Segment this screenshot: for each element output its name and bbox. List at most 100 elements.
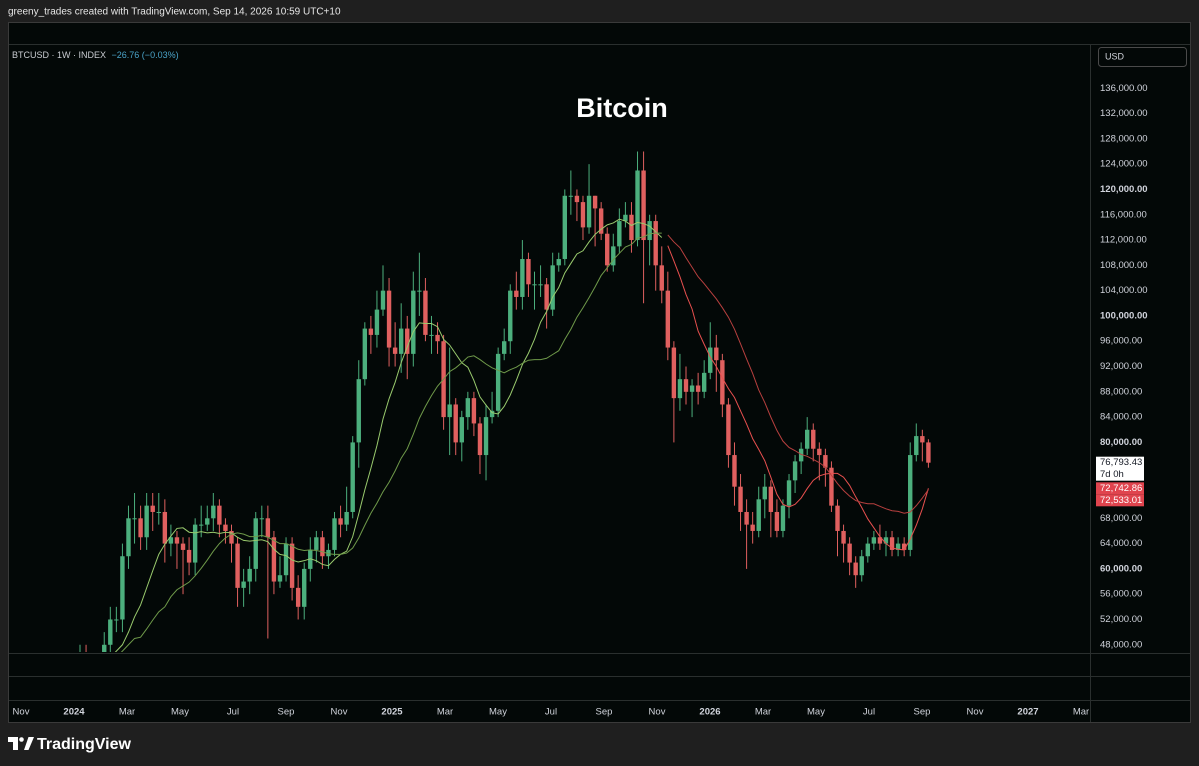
- y-tick-label: 136,000.00: [1100, 83, 1148, 94]
- currency-box[interactable]: [1098, 47, 1187, 67]
- candle-body: [459, 417, 464, 443]
- candle-body: [895, 543, 901, 550]
- candle-body: [708, 347, 713, 373]
- moving-average: [114, 218, 663, 652]
- candle-body: [598, 208, 604, 234]
- candle-body: [380, 290, 386, 310]
- candle-body: [435, 334, 440, 342]
- candle-body: [659, 265, 664, 291]
- candle-body: [817, 448, 822, 456]
- candle-body: [592, 195, 598, 209]
- axes: 136,000.00 132,000.00 128,000.00 124,000.00…: [13, 83, 1148, 718]
- candle-body: [865, 543, 870, 557]
- candle-body: [871, 537, 877, 544]
- y-tick-label: 128,000.00: [1100, 133, 1148, 144]
- candle-body: [520, 259, 525, 297]
- logo-dot: [19, 737, 24, 742]
- candle-body: [429, 334, 434, 336]
- x-tick-label: Mar: [119, 707, 135, 718]
- y-tick-label: 80,000.00: [1100, 437, 1142, 448]
- y-tick-label: 56,000.00: [1100, 589, 1142, 600]
- x-tick-label: Jul: [545, 707, 557, 718]
- y-tick-label: 108,000.00: [1100, 260, 1148, 271]
- candle-body: [108, 619, 113, 645]
- candle-body: [417, 290, 422, 292]
- candle-body: [471, 398, 477, 424]
- candle-body: [283, 543, 289, 576]
- candle-body: [180, 543, 186, 550]
- currency[interactable]: USD: [1105, 51, 1125, 61]
- candle-body: [398, 328, 404, 354]
- x-tick-label: 2026: [699, 707, 720, 718]
- candle-body: [265, 518, 271, 538]
- candle-body: [720, 360, 725, 405]
- ma-label: 72,742.86: [1100, 483, 1142, 494]
- candle-body: [677, 379, 683, 399]
- candle-body: [780, 505, 786, 531]
- candle-body: [320, 537, 325, 557]
- candle-body: [768, 486, 774, 512]
- x-tick-label: Nov: [13, 707, 30, 718]
- y-tick-label: 92,000.00: [1100, 361, 1142, 372]
- candle-body: [495, 353, 501, 411]
- candle-body: [114, 619, 119, 621]
- candle-body: [829, 467, 834, 506]
- candle-body: [695, 385, 701, 392]
- countdown: 7d 0h: [1100, 469, 1124, 480]
- candle-body: [205, 518, 210, 525]
- candle-body: [550, 265, 555, 310]
- candle-body: [338, 518, 343, 525]
- y-tick-label: 116,000.00: [1100, 209, 1147, 220]
- candle-body: [732, 455, 737, 487]
- y-tick-label: 52,000.00: [1100, 614, 1142, 625]
- candle-body: [326, 549, 331, 557]
- x-tick-label: Mar: [755, 707, 771, 718]
- candle-body: [574, 195, 580, 203]
- moving-average: [120, 232, 662, 652]
- candle-body: [883, 537, 889, 544]
- candle-body: [295, 587, 301, 607]
- symbol-legend: BTCUSD · 1W · INDEX −26.76 (−0.03%): [12, 50, 179, 60]
- price-change: −26.76 (−0.03%): [112, 50, 179, 60]
- x-tick-label: 2025: [381, 707, 403, 718]
- candle-body: [823, 455, 828, 468]
- candle-body: [289, 543, 295, 588]
- candle-body: [744, 511, 749, 525]
- candle-body: [853, 562, 858, 576]
- candle-body: [514, 290, 519, 297]
- chart-panel: [8, 22, 1191, 723]
- x-tick-label: Nov: [967, 707, 984, 718]
- candle-body: [344, 511, 349, 525]
- candle-body: [174, 537, 180, 544]
- candle-body: [211, 505, 216, 519]
- candle-body: [150, 505, 155, 512]
- y-tick-label: 132,000.00: [1100, 108, 1148, 119]
- candle-body: [786, 480, 792, 506]
- last-price: 76,793.43: [1100, 457, 1142, 468]
- brand: TradingView: [37, 736, 132, 753]
- candle-body: [580, 202, 586, 228]
- candle-body: [271, 537, 277, 582]
- y-tick-label: 48,000.00: [1100, 639, 1142, 650]
- x-tick-label: 2024: [63, 707, 85, 718]
- candle-body: [350, 442, 355, 512]
- candle-body: [302, 568, 307, 607]
- candle-body: [798, 448, 804, 462]
- x-tick-label: Jul: [863, 707, 875, 718]
- candle-body: [277, 575, 283, 582]
- candle-body: [914, 436, 919, 456]
- candle-body: [362, 328, 368, 380]
- y-tick-label: 124,000.00: [1100, 159, 1148, 170]
- candle-body: [738, 486, 743, 512]
- candle-body: [926, 442, 931, 463]
- candle-body: [689, 385, 695, 392]
- candle-body: [568, 195, 574, 197]
- candle-body: [162, 511, 168, 544]
- y-tick-label: 64,000.00: [1100, 538, 1142, 549]
- candle-body: [483, 417, 489, 456]
- candle-body: [556, 259, 561, 266]
- candle-body: [701, 372, 707, 392]
- candle-body: [259, 518, 264, 520]
- candle-body: [392, 347, 398, 354]
- candle-body: [774, 511, 780, 531]
